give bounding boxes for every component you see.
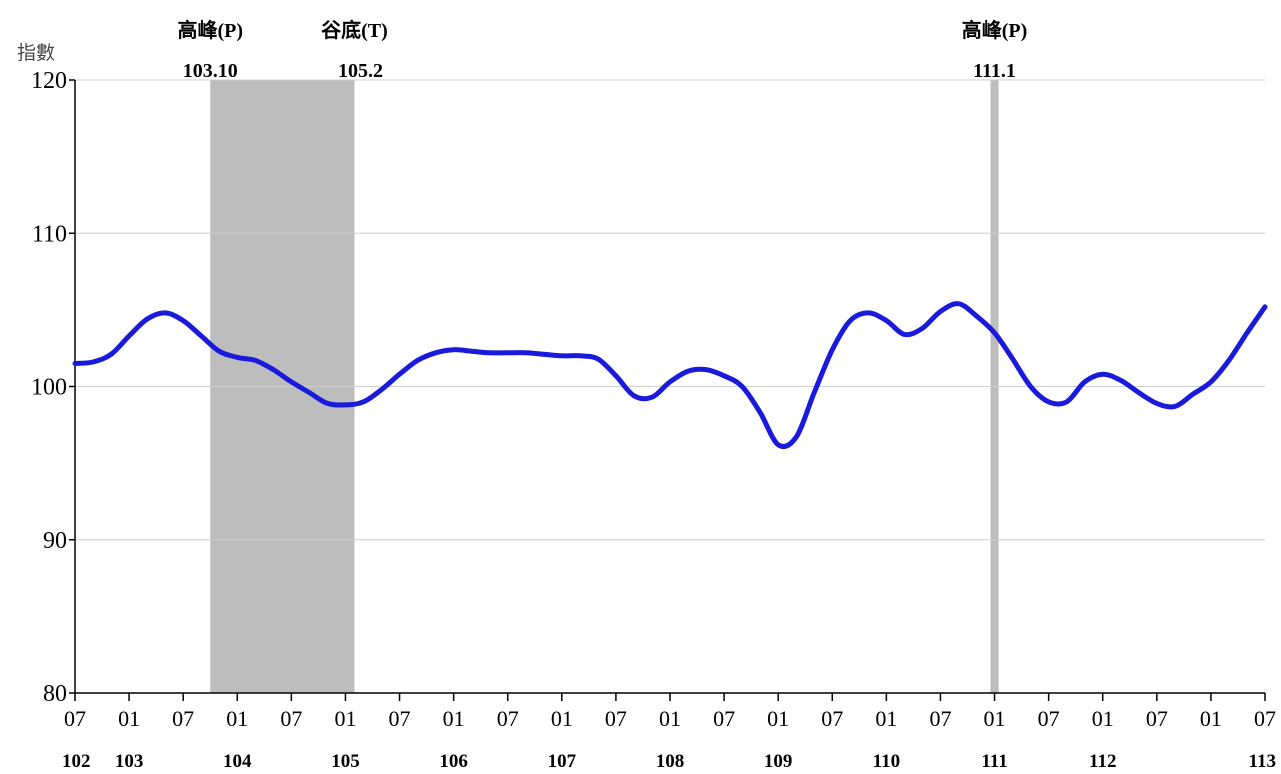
y-tick-label-120: 120: [31, 68, 67, 94]
year-label-109: 109: [764, 751, 793, 772]
x-tick-label-9: 01: [551, 706, 573, 731]
x-tick-label-18: 07: [1038, 706, 1060, 731]
x-tick-label-11: 01: [659, 706, 681, 731]
axes: [69, 79, 1266, 701]
year-label-110: 110: [873, 751, 900, 772]
annotation-date-1: 105.2: [338, 60, 383, 82]
x-tick-label-15: 01: [875, 706, 897, 731]
year-label-112: 112: [1089, 751, 1116, 772]
x-tick-label-14: 07: [821, 706, 843, 731]
y-tick-label-90: 90: [43, 528, 67, 554]
year-label-102: 102: [62, 751, 91, 772]
year-label-113: 113: [1249, 751, 1276, 772]
year-label-107: 107: [548, 751, 577, 772]
x-tick-label-6: 07: [389, 706, 411, 731]
labels: 80 90 100 110 120 07 01 07 01 07 01 07 01 07 01 07 01 07 0…: [31, 18, 1276, 772]
year-label-104: 104: [223, 751, 252, 772]
x-tick-label-19: 01: [1092, 706, 1114, 731]
x-tick-label-16: 07: [929, 706, 951, 731]
x-tick-label-7: 01: [443, 706, 465, 731]
y-tick-label-80: 80: [43, 681, 67, 707]
x-tick-label-0: 07: [64, 706, 86, 731]
annotation-label-0: 高峰(P): [177, 18, 243, 42]
gridlines: [75, 79, 1265, 541]
x-tick-label-3: 01: [226, 706, 248, 731]
year-label-108: 108: [656, 751, 685, 772]
y-tick-label-100: 100: [31, 375, 67, 401]
x-tick-label-12: 07: [713, 706, 735, 731]
x-tick-label-5: 01: [334, 706, 356, 731]
year-label-106: 106: [439, 751, 468, 772]
x-tick-label-13: 01: [767, 706, 789, 731]
y-tick-label-110: 110: [32, 221, 67, 247]
annotation-date-0: 103.10: [183, 60, 238, 82]
x-tick-label-21: 01: [1200, 706, 1222, 731]
x-tick-label-2: 07: [172, 706, 194, 731]
x-tick-label-20: 07: [1146, 706, 1168, 731]
year-label-111: 111: [981, 751, 1007, 772]
x-tick-label-10: 07: [605, 706, 627, 731]
annotation-date-2: 111.1: [973, 60, 1016, 82]
index-series-line: [72, 301, 1268, 449]
x-tick-label-4: 07: [280, 706, 302, 731]
x-tick-label-1: 01: [118, 706, 140, 731]
year-label-103: 103: [115, 751, 144, 772]
x-tick-label-22: 07: [1254, 706, 1276, 731]
y-axis-label: 指數: [17, 42, 55, 64]
annotation-label-1: 谷底(T): [321, 18, 388, 42]
year-label-105: 105: [331, 751, 360, 772]
x-tick-label-8: 07: [497, 706, 519, 731]
annotation-label-2: 高峰(P): [962, 18, 1028, 42]
x-tick-label-17: 01: [984, 706, 1006, 731]
